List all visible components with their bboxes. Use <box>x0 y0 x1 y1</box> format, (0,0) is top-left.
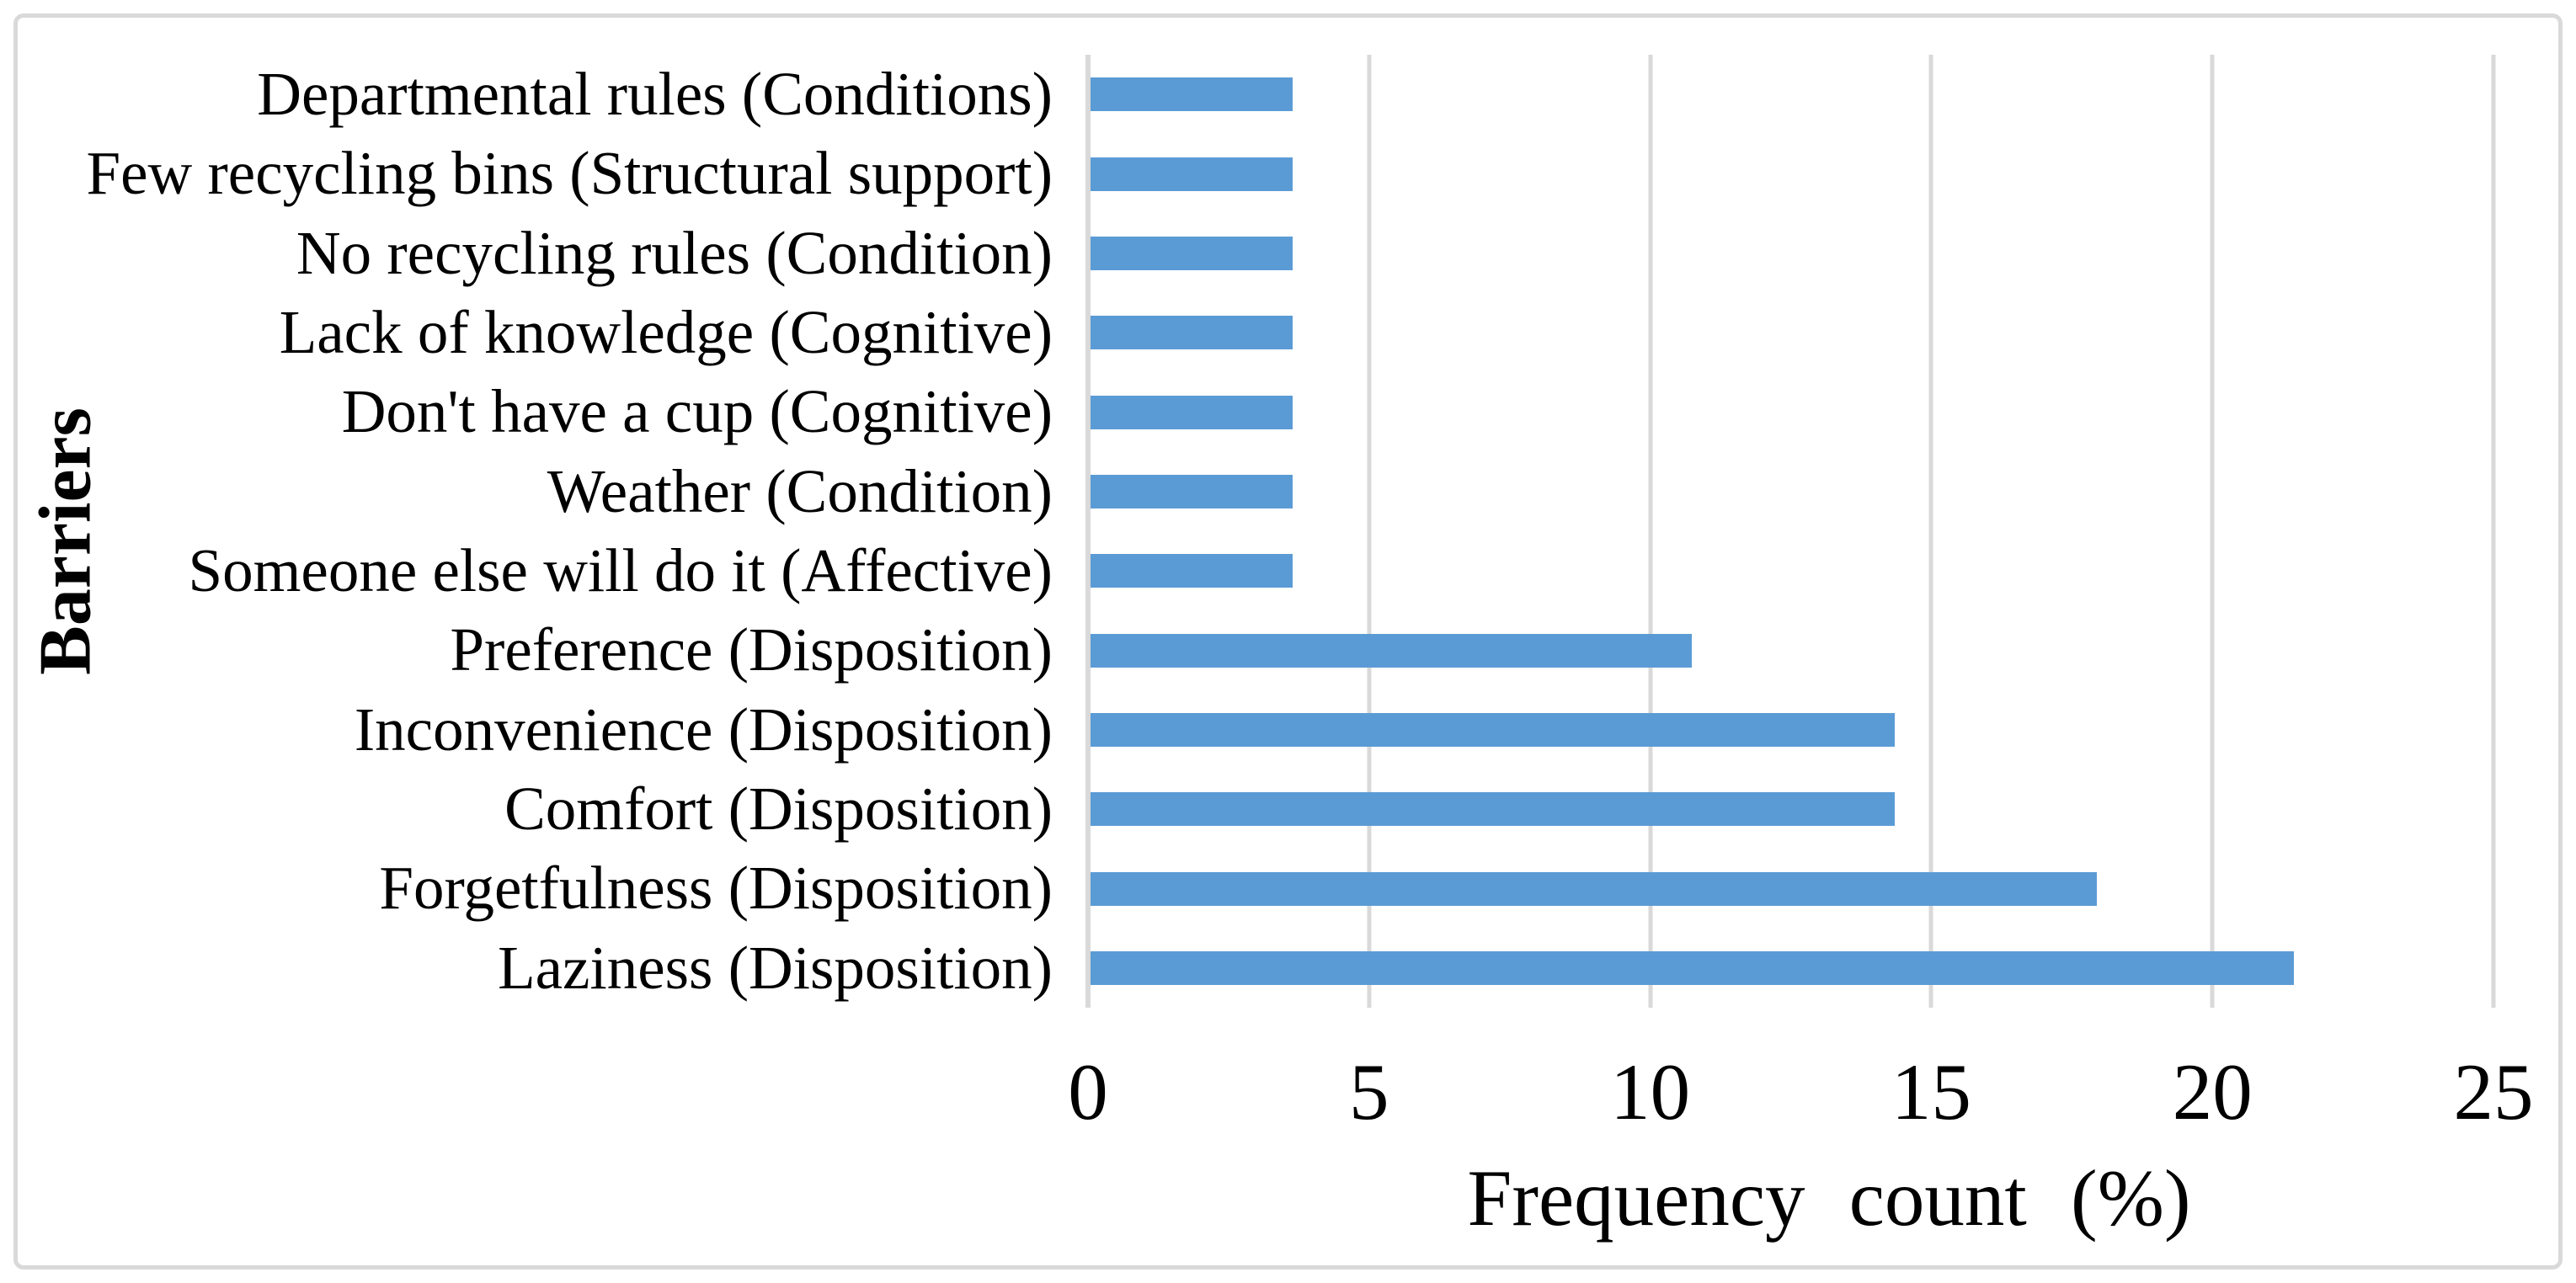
bar <box>1091 157 1293 191</box>
gridline <box>2210 55 2215 1008</box>
gridline <box>1648 55 1653 1008</box>
plot-area <box>1085 55 2496 1008</box>
gridline <box>2491 55 2496 1008</box>
bar <box>1091 395 1293 429</box>
category-label: Departmental rules (Conditions) <box>257 60 1053 129</box>
bar <box>1091 871 2097 906</box>
category-label: Someone else will do it (Affective) <box>188 536 1053 605</box>
x-axis-tick-label: 15 <box>1891 1047 1971 1137</box>
category-axis-labels: Departmental rules (Conditions) Few recyc… <box>34 55 1053 1008</box>
x-axis-tick-label: 0 <box>1068 1047 1108 1137</box>
x-axis-tick-label: 10 <box>1610 1047 1691 1137</box>
bar <box>1091 554 1293 588</box>
bar <box>1091 236 1293 270</box>
y-axis-line <box>1085 55 1091 1008</box>
x-axis-tick-label: 20 <box>2172 1047 2253 1137</box>
category-label: Weather (Condition) <box>547 456 1053 525</box>
bar <box>1091 474 1293 508</box>
bar <box>1091 77 1293 112</box>
bar <box>1091 633 1693 668</box>
x-axis-title: Frequency count (%) <box>1467 1153 2191 1243</box>
category-label: Inconvenience (Disposition) <box>354 695 1053 764</box>
x-axis-tick-label: 25 <box>2453 1047 2534 1137</box>
bar <box>1091 712 1895 747</box>
category-label: Few recycling bins (Structural support) <box>86 139 1053 208</box>
category-label: Don't have a cup (Cognitive) <box>341 377 1053 446</box>
bar <box>1091 950 2294 985</box>
category-label: No recycling rules (Condition) <box>296 218 1053 287</box>
category-label: Laziness (Disposition) <box>498 933 1053 1002</box>
category-label: Forgetfulness (Disposition) <box>379 854 1053 923</box>
gridline <box>1367 55 1372 1008</box>
bar <box>1091 316 1293 350</box>
bar <box>1091 792 1895 827</box>
category-label: Preference (Disposition) <box>450 615 1053 684</box>
x-axis-tick-label: 5 <box>1349 1047 1389 1137</box>
category-label: Comfort (Disposition) <box>504 775 1053 844</box>
category-label: Lack of knowledge (Cognitive) <box>279 298 1053 367</box>
gridline <box>1928 55 1933 1008</box>
